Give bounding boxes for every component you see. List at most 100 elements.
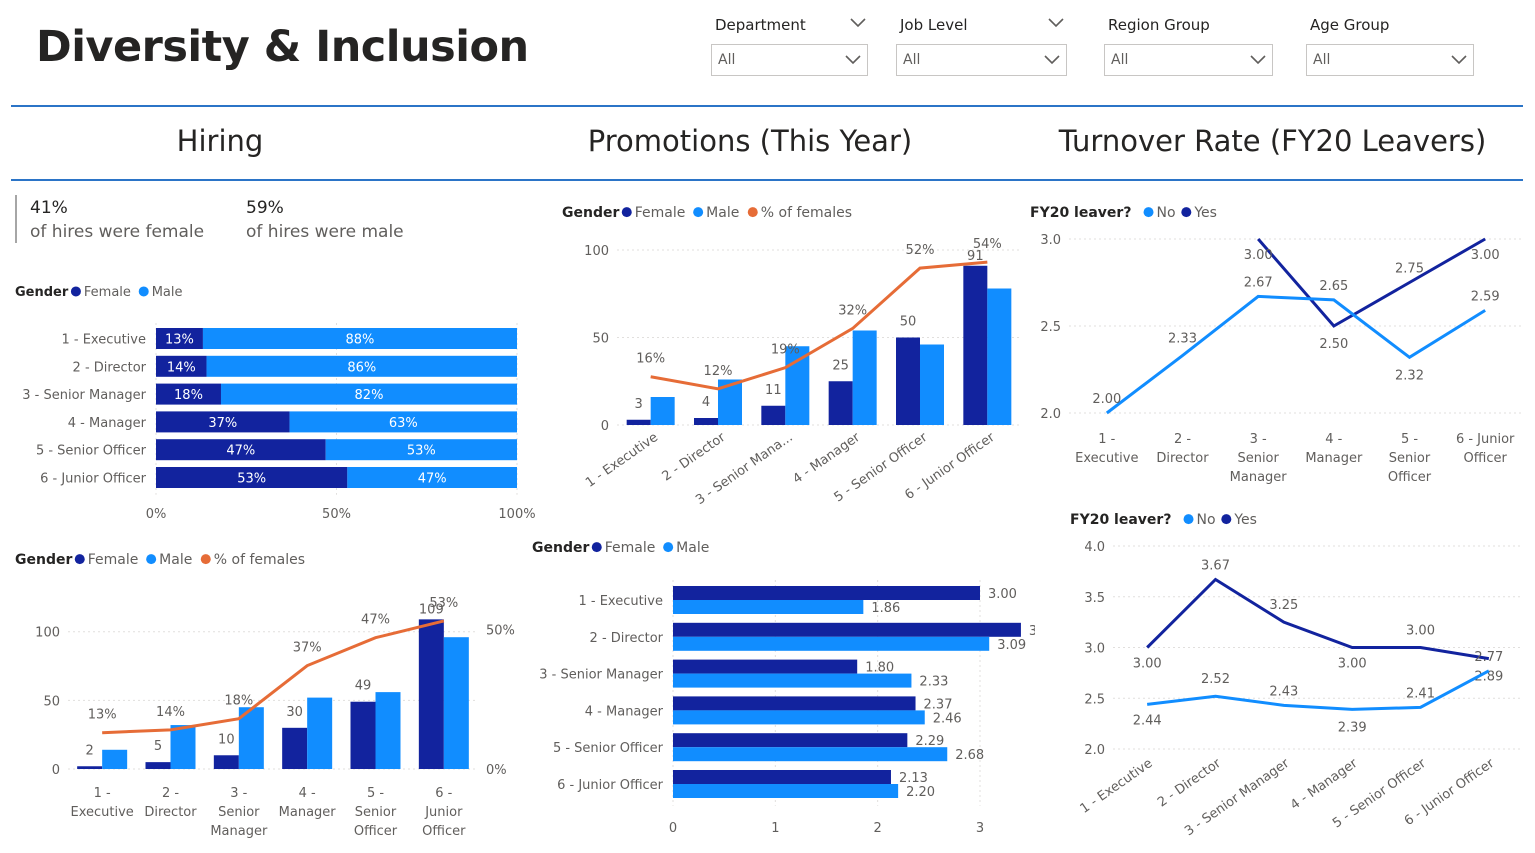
c3-data-label-male: 3.09 [997,638,1026,653]
c3-legend-marker [591,542,602,553]
department-dropdown[interactable]: All [711,44,868,76]
c0-data-label-male: 82% [355,388,384,403]
c1-legend-label: % of females [214,552,305,568]
c2-line-pct-females [650,260,988,391]
c1-bar-male [443,637,469,769]
turnover-rating-chart[interactable]: FY20 leaver? No Yes 2.0 2.5 3.0 3.00 2.50 2.75 3.… [1025,200,1530,490]
c1-data-label-pct: 14% [156,705,185,720]
age-group-dropdown[interactable]: All [1306,44,1474,76]
c2-category-label: 1 - Executive [583,430,661,491]
c3-data-label-male: 2.33 [919,675,948,690]
c0-bar-female [156,411,290,433]
c1-data-label-pct: 47% [361,613,390,628]
c0-data-label-female: 53% [237,472,266,487]
c1-category-label: Officer [422,824,466,839]
c3-category-label: 2 - Director [590,631,664,646]
c1-legend-marker [146,554,157,565]
c5-data-label-yes: 3.25 [1269,598,1298,613]
c3-legend-title: Gender [532,540,589,556]
c1-data-label-female: 30 [286,705,303,720]
c4-y-tick: 3.0 [1040,233,1061,248]
c1-y-tick: 0 [52,763,60,778]
c4-data-label-no: 2.00 [1092,392,1121,407]
c3-data-label-male: 1.86 [871,601,900,616]
department-collapse-chevron-icon[interactable] [850,18,866,28]
c3-data-label-male: 2.46 [933,711,962,726]
c0-bar-female [156,383,221,405]
kpi-male-label: of hires were male [246,222,404,242]
c5-line-yes [1146,577,1490,661]
c0-data-label-male: 53% [407,444,436,459]
c5-data-label-yes: 3.00 [1406,624,1435,639]
c0-x-tick: 0% [146,507,167,522]
c4-category-label: Manager [1305,451,1363,466]
region-group-dropdown-value: All [1111,52,1129,68]
region-group-dropdown[interactable]: All [1104,44,1273,76]
c0-legend-title: Gender [15,285,69,300]
c0-data-label-female: 18% [174,388,203,403]
c4-legend-marker [1181,207,1192,218]
c0-data-label-female: 13% [165,333,194,348]
c5-y-tick: 3.0 [1084,642,1105,657]
c1-bar-male [170,725,196,769]
c1-legend-label: Female [88,552,139,568]
promotions-tenure-chart[interactable]: Gender Female Male 1 - Executive 3.00 1.86 2 -… [525,535,1035,845]
c3-bar-male [673,747,948,762]
c4-category-label: 5 - [1401,432,1418,447]
c1-category-label: 6 - [435,786,452,801]
c4-category-label: 2 - [1174,432,1191,447]
c1-bar-female [77,766,103,769]
kpi-accent-bar [15,195,17,243]
c1-data-label-pct: 18% [224,694,253,709]
age-group-filter-label: Age Group [1310,16,1390,34]
c3-x-tick: 3 [976,821,984,836]
c0-data-label-male: 47% [418,472,447,487]
c5-category-label: 2 - Director [1155,756,1224,811]
c0-category-label: 5 - Senior Officer [36,444,147,459]
c4-y-tick: 2.5 [1040,320,1061,335]
c4-category-label: Senior [1389,451,1431,466]
department-dropdown-value: All [718,52,736,68]
c4-data-label-no: 2.32 [1395,368,1424,383]
c3-x-tick: 0 [669,821,677,836]
c0-bar-male [325,439,517,461]
c0-data-label-female: 47% [226,444,255,459]
c1-category-label: Junior [424,805,463,820]
c2-legend-marker [693,207,704,218]
c1-bar-male [375,692,401,769]
c3-bar-male [673,600,864,614]
c2-data-label-female: 3 [635,397,643,412]
c3-category-label: 4 - Manager [585,704,664,719]
c4-category-label: Senior [1237,451,1279,466]
c4-category-label: Officer [1464,451,1508,466]
turnover-tenure-chart[interactable]: FY20 leaver? No Yes 2.0 2.5 3.0 3.5 4.0 3.00 3.67… [1060,508,1530,848]
c3-bar-female [673,659,858,674]
c2-data-label-pct: 16% [636,352,665,367]
c0-bar-female [156,355,207,377]
job-level-collapse-chevron-icon[interactable] [1048,18,1064,28]
c2-bar-male [785,346,810,425]
c5-y-tick: 4.0 [1084,540,1105,555]
c0-legend-marker [138,286,149,297]
c5-legend-title: FY20 leaver? [1070,512,1171,528]
kpi-female-label: of hires were female [30,222,205,242]
c1-bar-female [213,755,239,769]
hiring-counts-chart[interactable]: Gender Female Male % of females 0 50 100 0% 50% 2… [10,545,530,845]
section-divider [11,179,1523,181]
c0-legend-marker [70,286,81,297]
c1-y-tick: 50 [43,694,60,709]
c2-bar-male [852,330,877,425]
job-level-dropdown[interactable]: All [896,44,1067,76]
c1-category-label: 3 - [230,786,247,801]
c1-data-label-pct: 37% [293,641,322,656]
promotions-counts-chart[interactable]: Gender Female Male % of females 0 50 100 3 4 11 25… [555,200,1030,510]
c2-legend-marker [747,207,758,218]
c2-data-label-female: 91 [967,249,984,264]
hiring-gender-share-chart[interactable]: Gender Female Male 1 - Executive 13% 88% 2 - D… [10,280,540,525]
c3-bar-male [673,710,925,725]
c1-category-label: Senior [218,805,260,820]
c3-data-label-female: 2.13 [899,771,928,786]
c2-data-label-pct: 32% [838,303,867,318]
c0-bar-male [202,328,517,349]
c0-category-label: 4 - Manager [68,416,147,431]
